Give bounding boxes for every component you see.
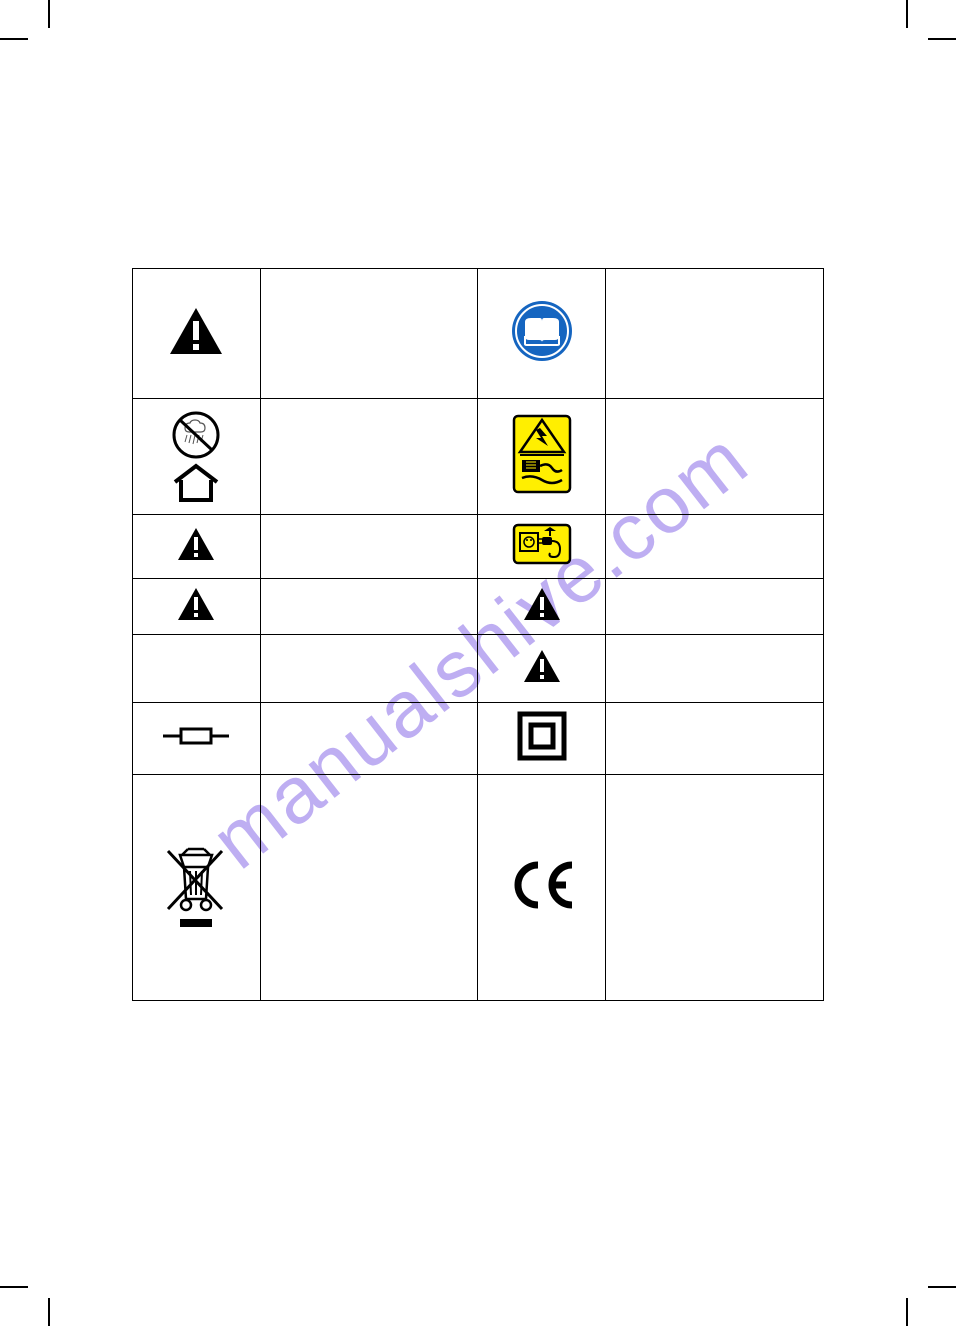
desc-cell: [260, 515, 478, 579]
no-rain-icon: [171, 410, 221, 460]
desc-cell: [260, 399, 478, 515]
table-row: [133, 579, 824, 635]
warning-triangle-icon: [522, 648, 562, 684]
electric-shock-warning-icon: [512, 414, 572, 494]
desc-cell: [606, 579, 824, 635]
desc-cell: [260, 579, 478, 635]
read-manual-icon: [511, 300, 573, 362]
page-content: [132, 268, 824, 1001]
table-row: [133, 399, 824, 515]
crop-mark: [48, 1298, 50, 1326]
desc-cell: [606, 515, 824, 579]
weee-icon: [160, 843, 232, 933]
desc-cell: [260, 703, 478, 775]
crop-mark: [906, 0, 908, 28]
desc-cell: [260, 775, 478, 1001]
crop-mark: [0, 38, 28, 40]
desc-cell: [606, 399, 824, 515]
fuse-icon: [161, 725, 231, 747]
crop-mark: [906, 1298, 908, 1326]
empty-cell: [133, 635, 261, 703]
desc-cell: [606, 775, 824, 1001]
crop-mark: [928, 38, 956, 40]
desc-cell: [606, 703, 824, 775]
table-row: [133, 269, 824, 399]
table-row: [133, 515, 824, 579]
desc-cell: [606, 635, 824, 703]
desc-cell: [606, 269, 824, 399]
ce-mark-icon: [506, 859, 578, 911]
warning-triangle-icon: [176, 526, 216, 562]
warning-triangle-icon: [522, 586, 562, 622]
table-row: [133, 635, 824, 703]
warning-triangle-icon: [168, 306, 224, 356]
crop-mark: [48, 0, 50, 28]
warning-triangle-icon: [176, 586, 216, 622]
desc-cell: [260, 635, 478, 703]
table-row: [133, 775, 824, 1001]
desc-cell: [260, 269, 478, 399]
table-row: [133, 703, 824, 775]
crop-mark: [0, 1286, 28, 1288]
indoor-house-icon: [171, 462, 221, 504]
crop-mark: [928, 1286, 956, 1288]
symbols-table: [132, 268, 824, 1001]
unplug-warning-icon: [512, 523, 572, 565]
double-insulation-icon: [517, 711, 567, 761]
